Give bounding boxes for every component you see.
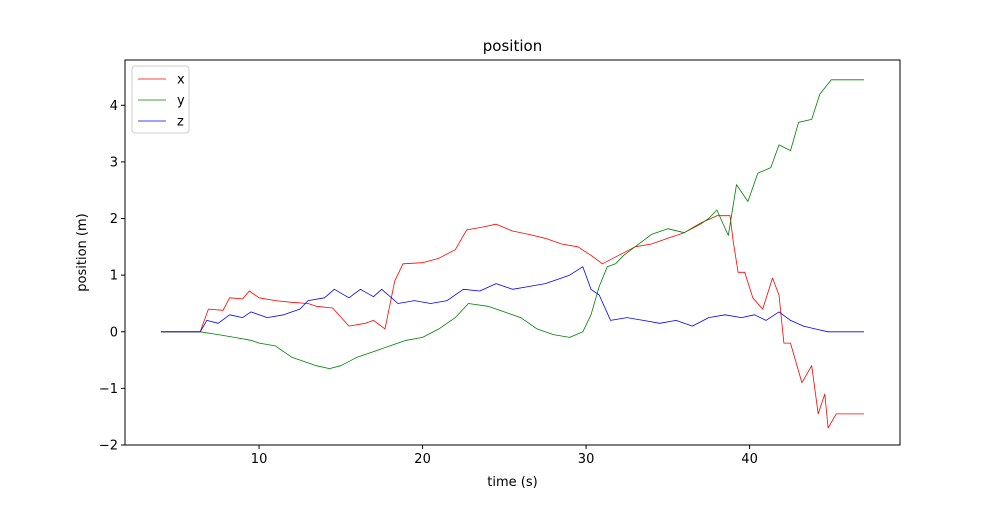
y-tick-label: 4 [110,99,118,114]
legend: xyz [131,65,190,134]
x-tick-label: 40 [741,452,758,467]
x-tick-label: 20 [414,452,431,467]
legend-label-y: y [177,94,185,109]
y-tick-label: −1 [99,382,118,397]
axis-ticks: 10 20 30 40 −2 −1 0 1 2 3 4 [99,99,758,467]
x-tick-label: 10 [251,452,268,467]
x-axis-label: time (s) [487,475,537,490]
series-lines [161,79,864,429]
series-line-y [161,79,864,369]
y-tick-label: 3 [110,155,118,170]
y-tick-label: 2 [110,212,118,227]
y-tick-label: 0 [110,325,118,340]
plot-frame [124,59,901,446]
legend-box [131,65,190,134]
series-line-z [161,266,864,333]
series-line-x [161,215,864,429]
y-tick-label: −2 [99,439,118,454]
legend-label-z: z [177,115,184,130]
y-axis-label: position (m) [75,213,90,291]
legend-label-x: x [177,73,185,88]
x-tick-label: 30 [578,452,595,467]
y-tick-label: 1 [110,269,118,284]
chart-title: position [483,37,542,55]
